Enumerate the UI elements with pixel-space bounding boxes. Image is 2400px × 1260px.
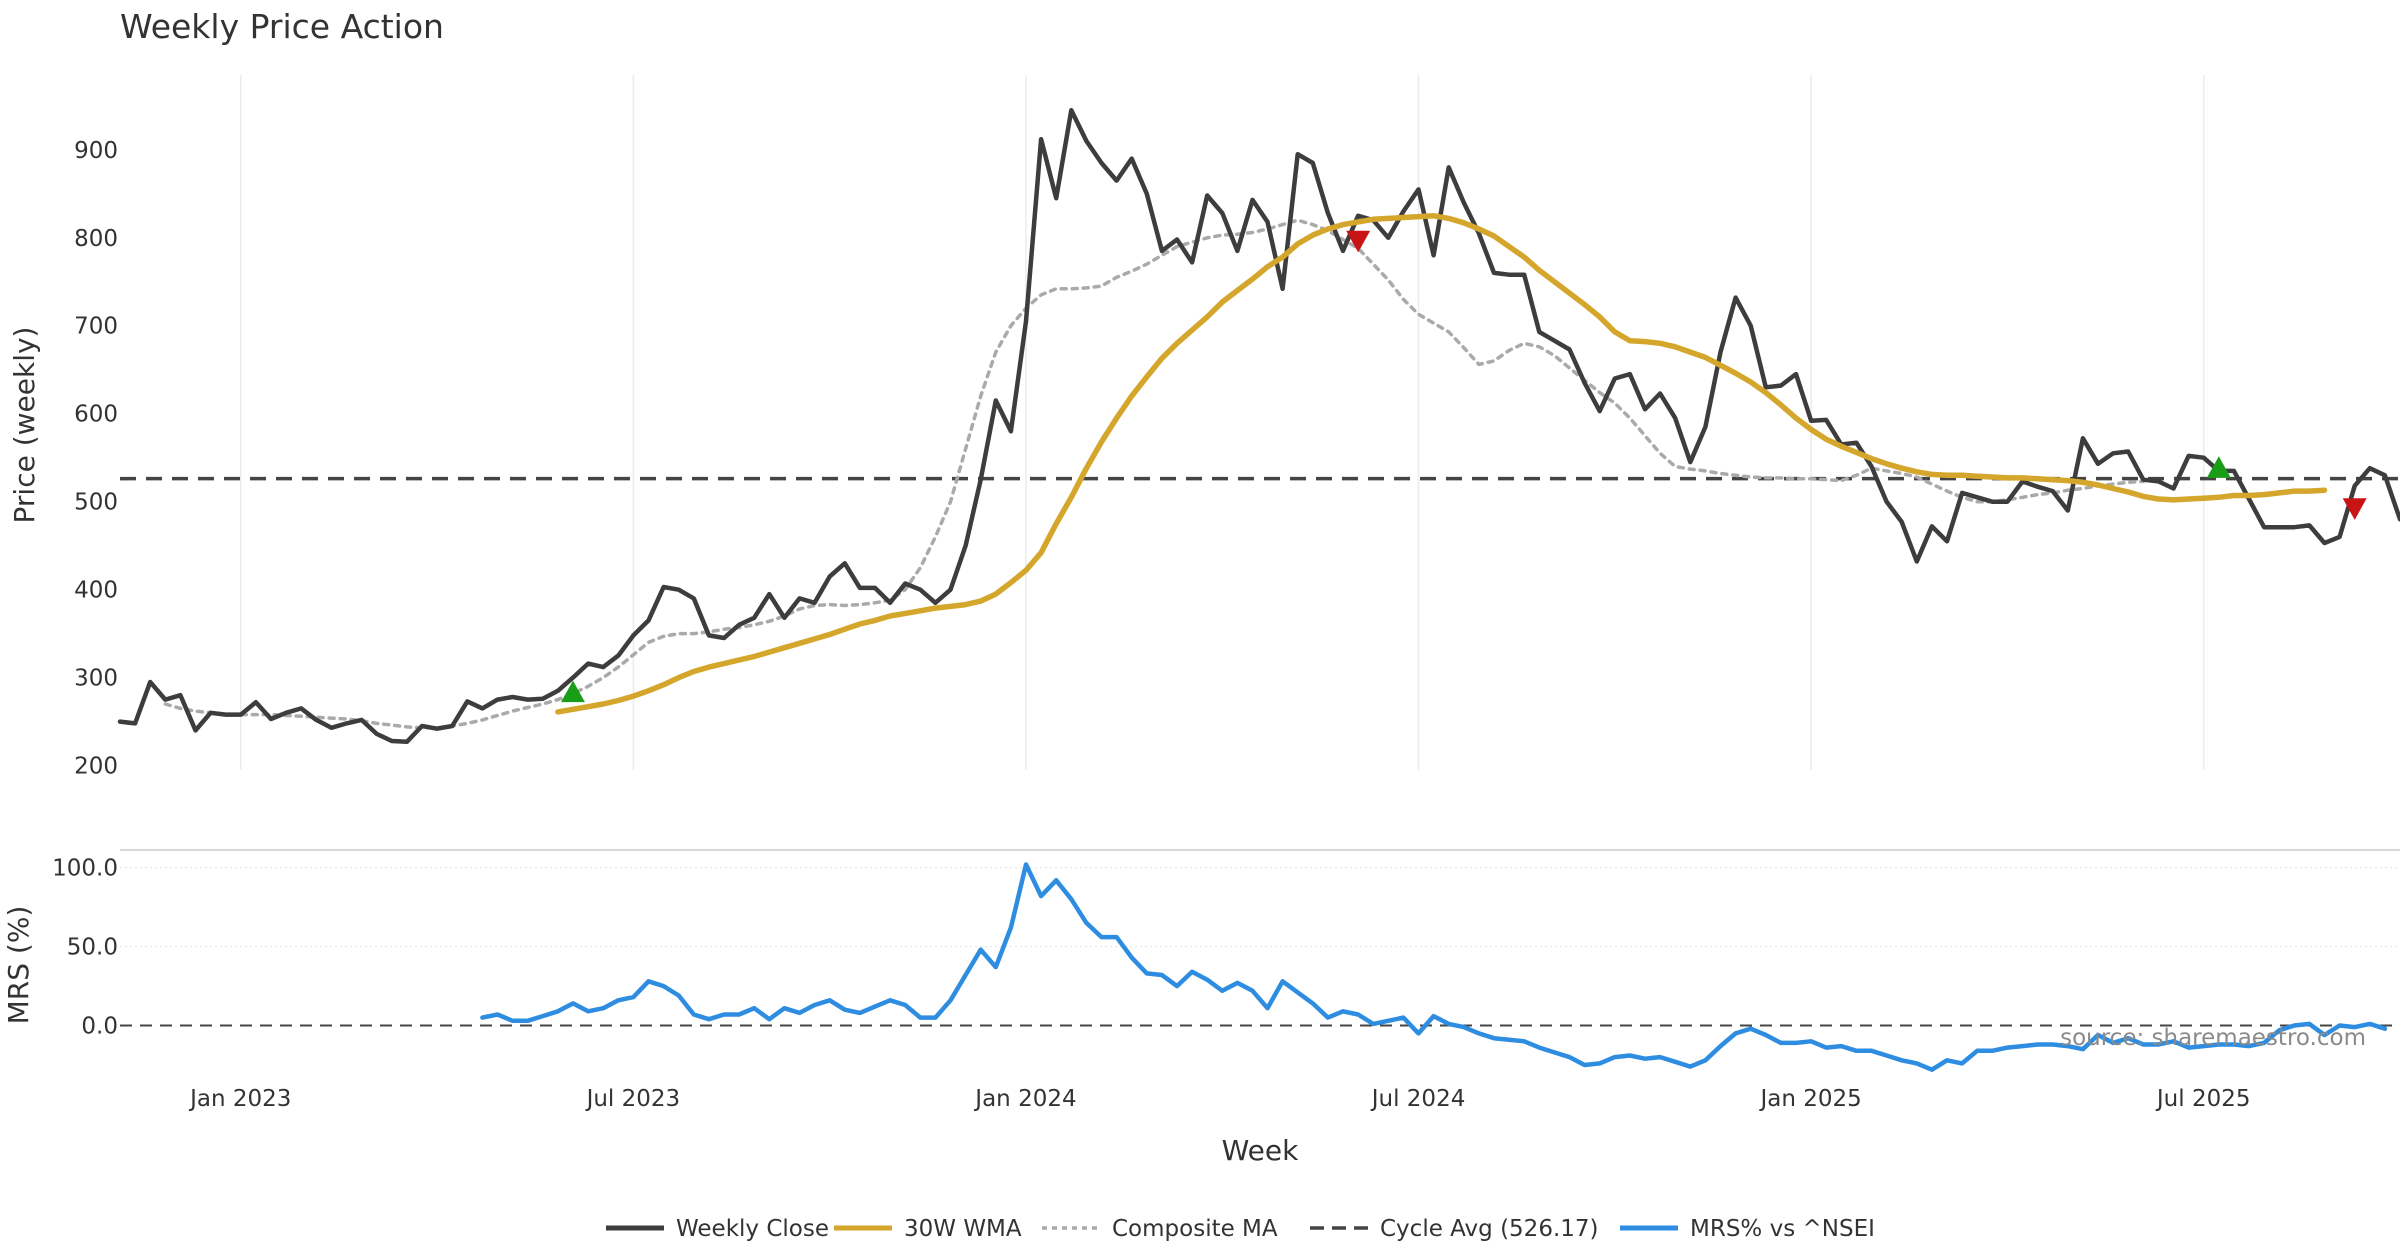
price-y-tick-label: 300 — [74, 666, 118, 692]
legend-label: Weekly Close — [676, 1216, 829, 1242]
x-axis-ticks: Jan 2023 Jul 2023 Jan 2024 Jul 2024 Jan 2025… — [188, 1086, 2250, 1112]
composite-ma-line — [163, 218, 2146, 730]
legend-label: Composite MA — [1112, 1216, 1278, 1242]
x-tick-label: Jan 2025 — [1758, 1086, 1861, 1112]
weekly-close-line — [117, 107, 2400, 745]
price-y-tick-label: 400 — [74, 578, 118, 604]
price-y-tick-label: 800 — [74, 226, 118, 252]
legend-entry: Weekly Close — [606, 1216, 829, 1242]
price-y-tick-label: 200 — [74, 754, 118, 780]
legend-entry: Cycle Avg (526.17) — [1310, 1216, 1599, 1242]
legend-label: 30W WMA — [904, 1216, 1022, 1242]
mrs-y-tick-label: 0.0 — [81, 1014, 118, 1040]
sell-signal-marker — [1346, 230, 1371, 253]
x-tick-label: Jan 2023 — [188, 1086, 291, 1112]
x-tick-label: Jul 2023 — [585, 1086, 681, 1112]
mrs-y-ticks: 0.0 50.0 100.0 — [52, 856, 118, 1040]
mrs-y-axis-label: MRS (%) — [2, 906, 35, 1025]
mrs-line — [480, 862, 2388, 1072]
chart-title: Weekly Price Action — [120, 7, 444, 46]
buy-signal-marker — [560, 680, 585, 703]
buy-signal-marker — [2206, 456, 2231, 478]
mrs-series-group — [480, 862, 2388, 1072]
mrs-y-tick-label: 100.0 — [52, 856, 118, 882]
wma-30w-line — [555, 213, 2328, 715]
price-y-tick-label: 900 — [74, 138, 118, 164]
sell-signal-marker — [2342, 498, 2367, 520]
legend: Weekly Close 30W WMA Composite MA Cycle Avg… — [606, 1216, 1875, 1242]
price-y-tick-label: 700 — [74, 314, 118, 340]
price-grid — [240, 75, 2205, 770]
mrs-grid — [120, 867, 2400, 1027]
legend-entry: MRS% vs ^NSEI — [1620, 1216, 1875, 1242]
legend-entry: 30W WMA — [834, 1216, 1022, 1242]
legend-label: Cycle Avg (526.17) — [1380, 1216, 1599, 1242]
x-axis-label: Week — [1222, 1134, 1299, 1167]
source-note: source: sharemaestro.com — [2060, 1025, 2366, 1051]
price-y-tick-label: 500 — [74, 490, 118, 516]
price-y-axis-label: Price (weekly) — [8, 327, 41, 524]
legend-entry: Composite MA — [1042, 1216, 1278, 1242]
price-y-ticks: 200 300 400 500 600 700 800 900 — [74, 138, 118, 780]
mrs-y-tick-label: 50.0 — [67, 935, 118, 961]
signal-markers — [560, 230, 2367, 703]
price-series-group — [117, 107, 2400, 745]
x-tick-label: Jul 2025 — [2155, 1086, 2251, 1112]
x-tick-label: Jul 2024 — [1370, 1086, 1466, 1112]
x-tick-label: Jan 2024 — [973, 1086, 1076, 1112]
legend-label: MRS% vs ^NSEI — [1690, 1216, 1875, 1242]
price-y-tick-label: 600 — [74, 402, 118, 428]
